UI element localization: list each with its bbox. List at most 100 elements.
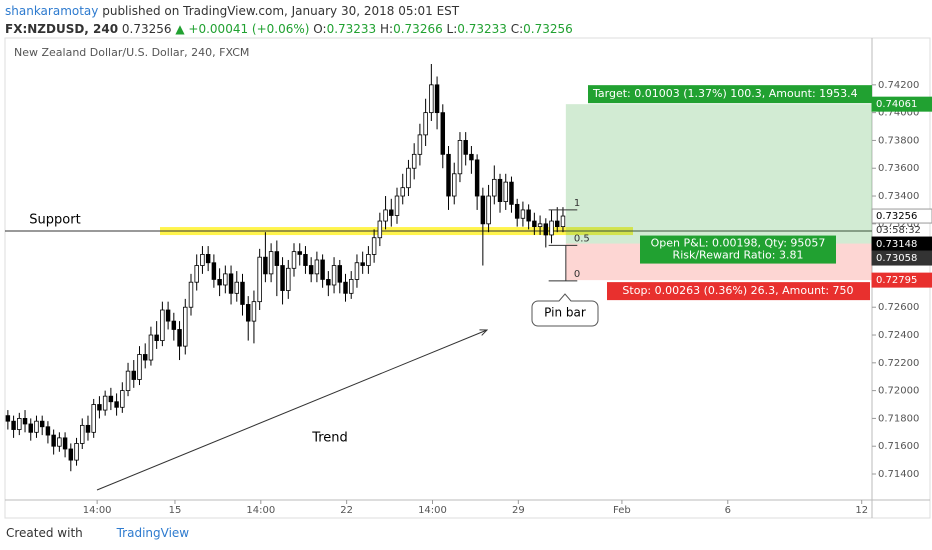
candle-body bbox=[337, 265, 343, 283]
price-tag bbox=[871, 272, 932, 288]
x-tick-label: 12 bbox=[855, 505, 868, 516]
candle-body bbox=[177, 329, 182, 347]
target-box bbox=[588, 85, 872, 104]
candle-body bbox=[108, 395, 114, 403]
y-tick-label: 0.73400 bbox=[878, 191, 919, 202]
candle-body bbox=[251, 301, 257, 322]
candle-body bbox=[5, 415, 11, 422]
x-tick-label: 14:00 bbox=[418, 505, 447, 516]
candle-body bbox=[503, 181, 508, 202]
candle-body bbox=[423, 112, 428, 136]
candle-body bbox=[280, 265, 285, 291]
y-tick-label: 0.71400 bbox=[878, 469, 919, 480]
author[interactable]: shankaramotay bbox=[5, 4, 99, 18]
y-tick-label: 0.72000 bbox=[878, 386, 919, 397]
candle-body bbox=[520, 209, 526, 219]
plot-area: Target: 0.01003 (1.37%) 100.3, Amount: 1… bbox=[5, 63, 872, 472]
candle-body bbox=[308, 265, 314, 275]
candle-body bbox=[377, 220, 383, 239]
quote-line: FX:NZDUSD, 240 0.73256 ▲ +0.00041 (+0.06… bbox=[5, 20, 573, 38]
candle-body bbox=[560, 215, 566, 228]
y-tick-label: 0.71800 bbox=[878, 413, 919, 424]
candle-body bbox=[217, 279, 222, 286]
fib-level: 1 bbox=[574, 198, 580, 209]
candle-body bbox=[509, 181, 514, 205]
candle-body bbox=[543, 223, 549, 236]
candle-body bbox=[34, 420, 39, 433]
candle-body bbox=[51, 434, 56, 447]
y-tick-label: 0.72600 bbox=[878, 302, 919, 313]
candle-body bbox=[429, 84, 434, 114]
candle-body bbox=[102, 395, 108, 411]
rr-label: Risk/Reward Ratio: 3.81 bbox=[673, 249, 804, 262]
pnl-box bbox=[640, 235, 836, 264]
candle-body bbox=[28, 423, 33, 433]
ohlc-key: O: bbox=[313, 22, 327, 36]
candle-body bbox=[463, 140, 468, 155]
ohlc-value: 0.73233 bbox=[326, 22, 377, 36]
candle-body bbox=[400, 187, 405, 197]
candle-body bbox=[514, 203, 520, 219]
candle-body bbox=[383, 209, 388, 222]
candle-body bbox=[205, 254, 211, 264]
candle-body bbox=[120, 390, 125, 408]
brand[interactable]: TradingView bbox=[116, 526, 190, 540]
candle-body bbox=[62, 437, 68, 450]
candle-body bbox=[440, 112, 446, 155]
change: ▲ +0.00041 (+0.06%) bbox=[175, 22, 310, 36]
candle-body bbox=[11, 420, 16, 430]
candle-body bbox=[320, 259, 325, 280]
candle-body bbox=[22, 418, 28, 425]
footer: Created with TradingView bbox=[6, 526, 189, 540]
x-tick-label: 22 bbox=[340, 505, 353, 516]
ohlc-value: 0.73256 bbox=[523, 22, 573, 36]
candle-body bbox=[469, 153, 474, 161]
candle-body bbox=[331, 265, 337, 286]
candle-body bbox=[45, 426, 51, 436]
fib-level: 0 bbox=[574, 269, 580, 280]
candle-body bbox=[74, 443, 79, 461]
ohlc: O:0.73233 H:0.73266 L:0.73233 C:0.73256 bbox=[313, 22, 573, 36]
y-tick-label: 0.74000 bbox=[878, 108, 919, 119]
y-tick-label: 0.72400 bbox=[878, 330, 919, 341]
candle-body bbox=[411, 153, 417, 169]
candle-body bbox=[480, 195, 486, 225]
ohlc-key: H: bbox=[380, 22, 394, 36]
candle-body bbox=[446, 153, 451, 197]
candle-body bbox=[17, 418, 22, 430]
candle-body bbox=[257, 256, 262, 303]
target-label: Target: 0.01003 (1.37%) 100.3, Amount: 1… bbox=[592, 87, 858, 100]
support-label: Support bbox=[29, 213, 80, 228]
candle-body bbox=[80, 424, 85, 444]
candle-body bbox=[57, 437, 62, 447]
candle-body bbox=[394, 195, 400, 216]
pnl-label: Open P&L: 0.00198, Qty: 95057 bbox=[651, 237, 826, 250]
y-tick-label: 0.73200 bbox=[878, 219, 919, 230]
ohlc-value: 0.73233 bbox=[457, 22, 507, 36]
candle-body bbox=[303, 254, 308, 266]
candle-body bbox=[314, 259, 320, 275]
candle-body bbox=[497, 178, 503, 202]
published: published on TradingView.com, January 30… bbox=[102, 4, 460, 18]
profit-zone bbox=[565, 104, 872, 244]
candle-body bbox=[389, 209, 394, 216]
candle-body bbox=[228, 273, 234, 294]
candle-body bbox=[234, 281, 240, 294]
candle-body bbox=[154, 334, 159, 341]
candle-body bbox=[91, 404, 96, 433]
y-tick-label: 0.73800 bbox=[878, 135, 919, 146]
price-tag-label: 0.73058 bbox=[876, 253, 917, 264]
ohlc-key: L: bbox=[446, 22, 458, 36]
candle-body bbox=[39, 420, 45, 428]
ohlc-key: C: bbox=[510, 22, 524, 36]
candle-body bbox=[371, 237, 377, 255]
candle-body bbox=[194, 265, 199, 283]
candle-body bbox=[434, 84, 440, 114]
candle-body bbox=[549, 220, 554, 236]
candle-body bbox=[114, 401, 119, 408]
price-tag bbox=[871, 208, 932, 224]
candle-body bbox=[160, 309, 165, 341]
trend-label: Trend bbox=[311, 431, 348, 446]
